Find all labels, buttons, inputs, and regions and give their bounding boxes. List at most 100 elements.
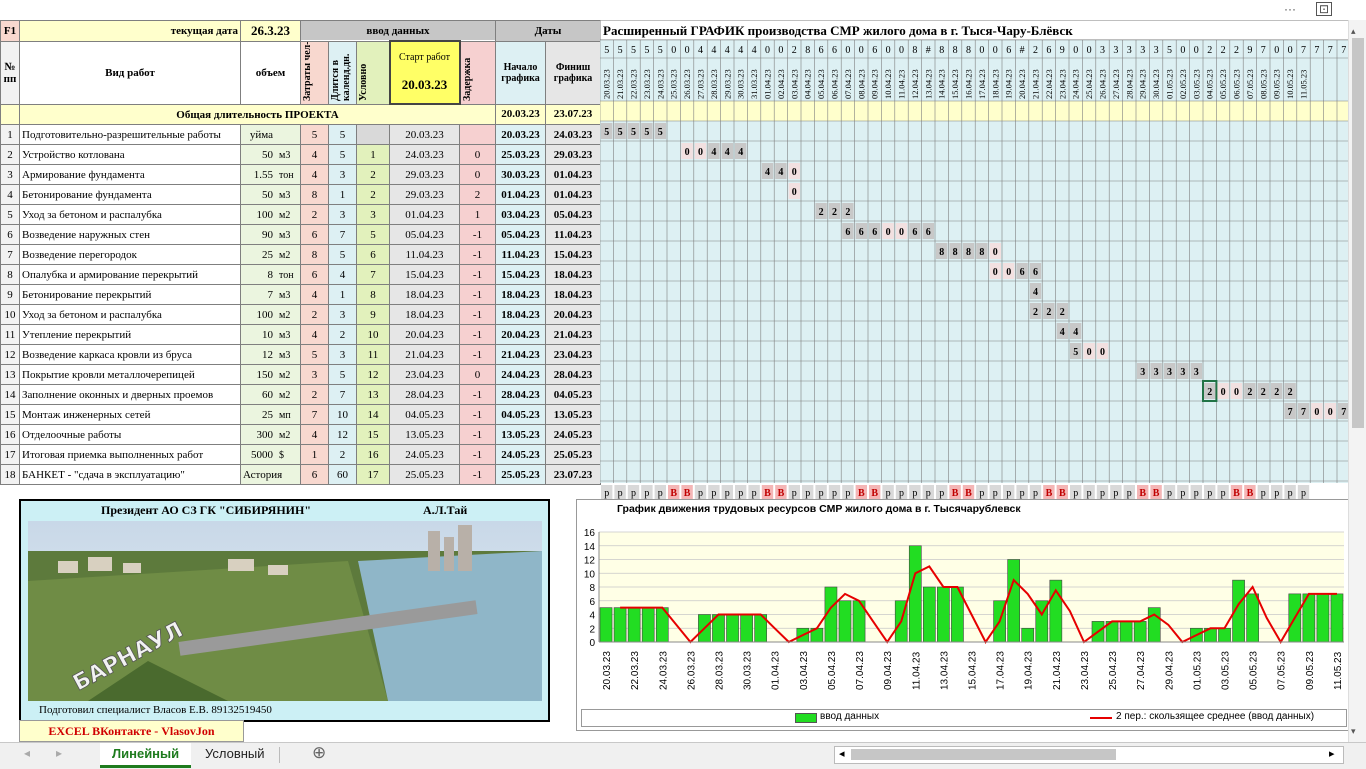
row-number[interactable]: 15 bbox=[0, 404, 20, 425]
add-sheet-icon[interactable]: ⊕ bbox=[312, 743, 327, 762]
work-cost[interactable]: 8 bbox=[300, 244, 329, 265]
work-finish[interactable]: 23.04.23 bbox=[545, 344, 601, 365]
work-start[interactable]: 13.05.23 bbox=[389, 424, 460, 445]
work-start[interactable]: 15.04.23 bbox=[389, 264, 460, 285]
work-delay[interactable]: -1 bbox=[459, 264, 496, 285]
work-name[interactable]: Возведение каркаса кровли из бруса bbox=[19, 344, 241, 365]
work-finish[interactable]: 29.03.23 bbox=[545, 144, 601, 165]
work-begin[interactable]: 03.04.23 bbox=[495, 204, 546, 225]
work-volume[interactable]: 50 м3 bbox=[240, 144, 301, 165]
work-start[interactable]: 20.04.23 bbox=[389, 324, 460, 345]
work-delay[interactable]: 0 bbox=[459, 364, 496, 385]
work-finish[interactable]: 24.03.23 bbox=[545, 124, 601, 145]
work-duration[interactable]: 3 bbox=[328, 344, 357, 365]
vk-link[interactable]: EXCEL ВКонтакте - VlasovJon bbox=[19, 720, 244, 742]
work-delay[interactable]: -1 bbox=[459, 304, 496, 325]
work-name[interactable]: Утепление перекрытий bbox=[19, 324, 241, 345]
work-begin[interactable]: 20.03.23 bbox=[495, 124, 546, 145]
work-name[interactable]: Заполнение оконных и дверных проемов bbox=[19, 384, 241, 405]
row-number[interactable]: 6 bbox=[0, 224, 20, 245]
work-duration[interactable]: 3 bbox=[328, 204, 357, 225]
work-begin[interactable]: 25.05.23 bbox=[495, 464, 546, 485]
row-number[interactable]: 16 bbox=[0, 424, 20, 445]
work-delay[interactable]: -1 bbox=[459, 464, 496, 485]
work-start[interactable]: 18.04.23 bbox=[389, 304, 460, 325]
horizontal-scroll-thumb[interactable] bbox=[851, 749, 1116, 760]
work-cost[interactable]: 5 bbox=[300, 344, 329, 365]
tab-uslovny[interactable]: Условный bbox=[205, 746, 265, 761]
header-start[interactable]: Старт работ 20.03.23 bbox=[388, 40, 461, 105]
work-volume[interactable]: 90 м3 bbox=[240, 224, 301, 245]
work-duration[interactable]: 60 bbox=[328, 464, 357, 485]
work-begin[interactable]: 25.03.23 bbox=[495, 144, 546, 165]
row-number[interactable]: 7 bbox=[0, 244, 20, 265]
work-delay[interactable] bbox=[459, 124, 496, 145]
work-cost[interactable]: 7 bbox=[300, 404, 329, 425]
row-number[interactable]: 14 bbox=[0, 384, 20, 405]
work-condition[interactable]: 1 bbox=[356, 144, 390, 165]
work-start[interactable]: 20.03.23 bbox=[389, 124, 460, 145]
cell-corner[interactable]: F1 bbox=[0, 20, 20, 42]
work-begin[interactable]: 21.04.23 bbox=[495, 344, 546, 365]
scroll-left-icon[interactable]: ◂ bbox=[839, 748, 845, 760]
work-delay[interactable]: -1 bbox=[459, 384, 496, 405]
work-cost[interactable]: 2 bbox=[300, 304, 329, 325]
work-condition[interactable]: 13 bbox=[356, 384, 390, 405]
work-duration[interactable]: 1 bbox=[328, 284, 357, 305]
work-start[interactable]: 29.03.23 bbox=[389, 164, 460, 185]
work-delay[interactable]: 1 bbox=[459, 204, 496, 225]
work-finish[interactable]: 01.04.23 bbox=[545, 184, 601, 205]
work-cost[interactable]: 4 bbox=[300, 284, 329, 305]
work-condition[interactable]: 15 bbox=[356, 424, 390, 445]
work-finish[interactable]: 20.04.23 bbox=[545, 304, 601, 325]
work-start[interactable]: 23.04.23 bbox=[389, 364, 460, 385]
row-number[interactable]: 8 bbox=[0, 264, 20, 285]
work-begin[interactable]: 01.04.23 bbox=[495, 184, 546, 205]
work-cost[interactable]: 6 bbox=[300, 264, 329, 285]
work-begin[interactable]: 04.05.23 bbox=[495, 404, 546, 425]
labor-chart[interactable]: График движения трудовых ресурсов СМР жи… bbox=[576, 499, 1348, 731]
work-duration[interactable]: 10 bbox=[328, 404, 357, 425]
work-start[interactable]: 29.03.23 bbox=[389, 184, 460, 205]
work-begin[interactable]: 13.05.23 bbox=[495, 424, 546, 445]
work-name[interactable]: Монтаж инженерных сетей bbox=[19, 404, 241, 425]
work-cost[interactable]: 6 bbox=[300, 224, 329, 245]
work-duration[interactable]: 1 bbox=[328, 184, 357, 205]
work-name[interactable]: Опалубка и армирование перекрытий bbox=[19, 264, 241, 285]
work-begin[interactable]: 28.04.23 bbox=[495, 384, 546, 405]
work-duration[interactable]: 2 bbox=[328, 324, 357, 345]
row-number[interactable]: 12 bbox=[0, 344, 20, 365]
row-number[interactable]: 17 bbox=[0, 444, 20, 465]
work-begin[interactable]: 24.04.23 bbox=[495, 364, 546, 385]
work-condition[interactable]: 3 bbox=[356, 204, 390, 225]
work-finish[interactable]: 18.04.23 bbox=[545, 284, 601, 305]
work-name[interactable]: Подготовительно-разрешительные работы bbox=[19, 124, 241, 145]
work-delay[interactable]: -1 bbox=[459, 284, 496, 305]
work-delay[interactable]: -1 bbox=[459, 424, 496, 445]
work-name[interactable]: БАНКЕТ - "сдача в эксплуатацию" bbox=[19, 464, 241, 485]
work-cost[interactable]: 4 bbox=[300, 164, 329, 185]
work-condition[interactable]: 17 bbox=[356, 464, 390, 485]
row-number[interactable]: 5 bbox=[0, 204, 20, 225]
work-duration[interactable]: 2 bbox=[328, 444, 357, 465]
current-date-value[interactable]: 26.3.23 bbox=[240, 20, 301, 42]
work-start[interactable]: 11.04.23 bbox=[389, 244, 460, 265]
work-condition[interactable]: 5 bbox=[356, 224, 390, 245]
work-volume[interactable]: 1.55 тон bbox=[240, 164, 301, 185]
row-number[interactable]: 10 bbox=[0, 304, 20, 325]
work-condition[interactable]: 14 bbox=[356, 404, 390, 425]
horizontal-scrollbar[interactable]: ◂ ▸ bbox=[834, 746, 1344, 764]
work-delay[interactable]: -1 bbox=[459, 344, 496, 365]
work-duration[interactable]: 5 bbox=[328, 244, 357, 265]
work-name[interactable]: Итоговая приемка выполненных работ bbox=[19, 444, 241, 465]
work-condition[interactable]: 7 bbox=[356, 264, 390, 285]
work-duration[interactable]: 5 bbox=[328, 124, 357, 145]
work-cost[interactable]: 2 bbox=[300, 384, 329, 405]
work-start[interactable]: 25.05.23 bbox=[389, 464, 460, 485]
work-start[interactable]: 01.04.23 bbox=[389, 204, 460, 225]
work-name[interactable]: Возведение наружных стен bbox=[19, 224, 241, 245]
work-finish[interactable]: 21.04.23 bbox=[545, 324, 601, 345]
work-delay[interactable]: -1 bbox=[459, 244, 496, 265]
work-finish[interactable]: 25.05.23 bbox=[545, 444, 601, 465]
vertical-scrollbar[interactable]: ▴ ▾ bbox=[1348, 20, 1366, 742]
